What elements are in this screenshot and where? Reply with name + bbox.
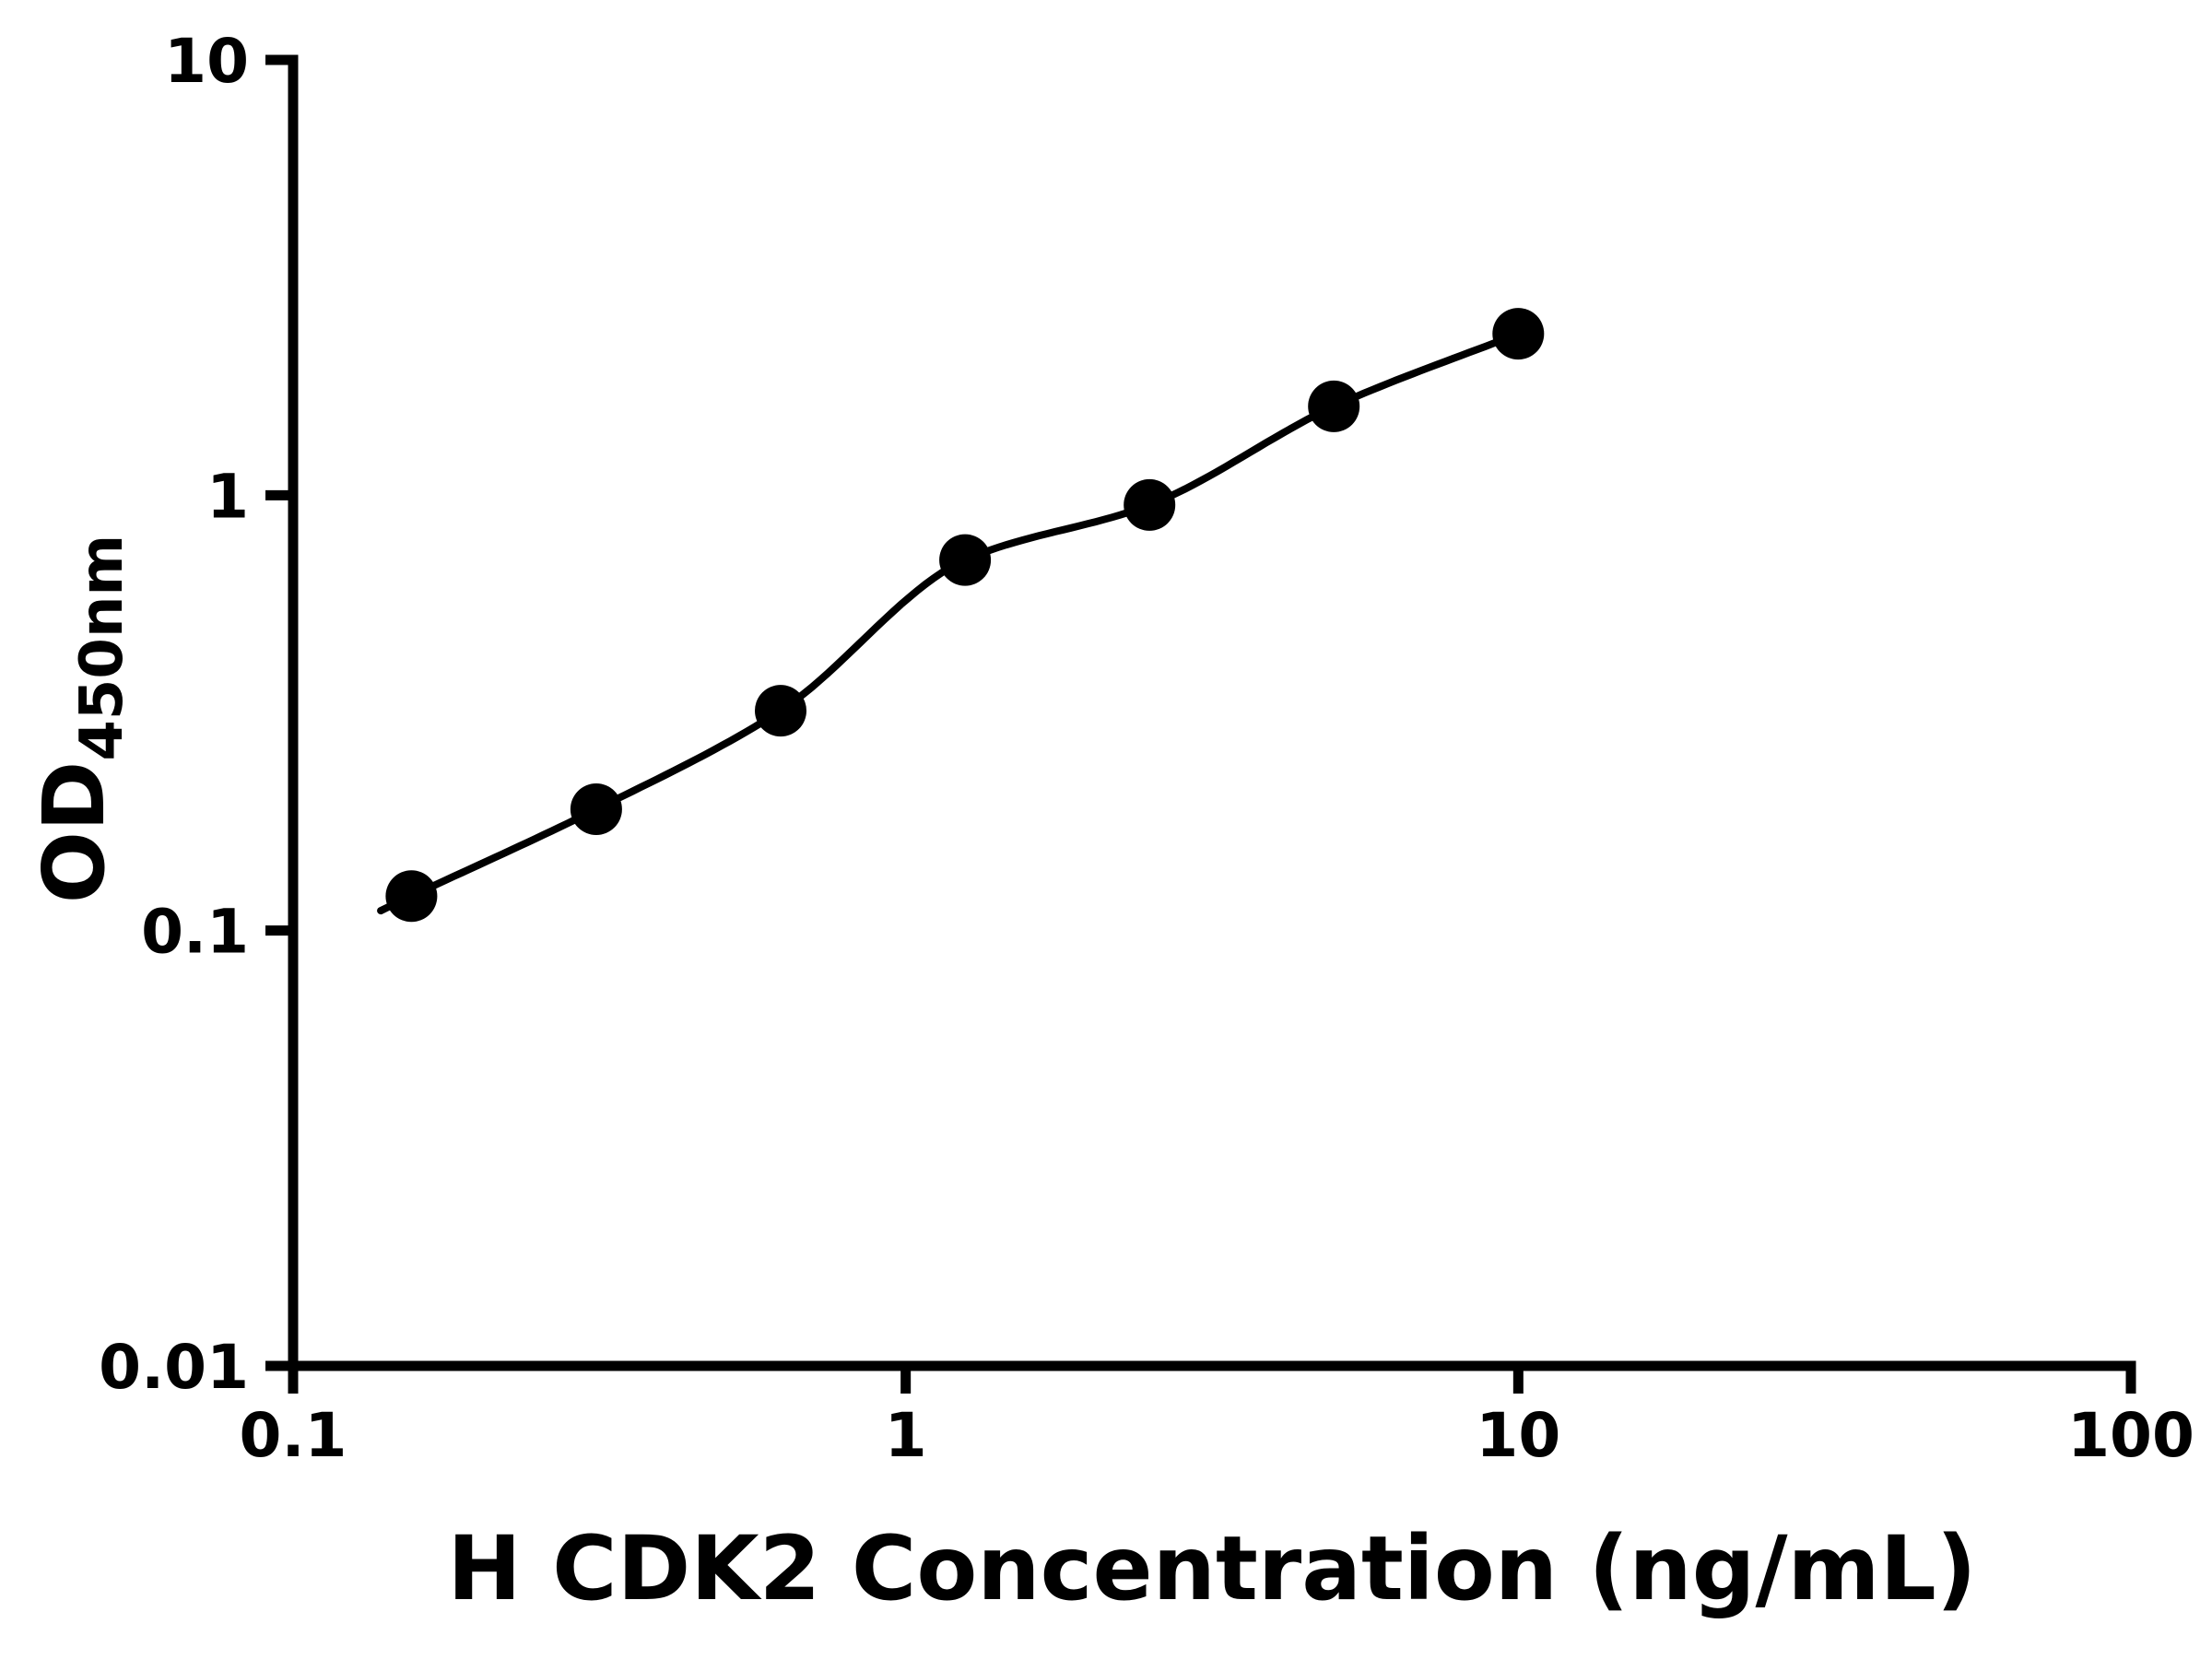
y-tick-label: 0.01 <box>99 1332 249 1403</box>
data-point <box>755 685 806 737</box>
y-tick-label: 0.1 <box>141 897 249 968</box>
x-tick-label: 10 <box>1476 1400 1560 1471</box>
data-point <box>1308 380 1360 432</box>
data-point <box>1492 308 1545 360</box>
data-point <box>939 534 992 586</box>
x-tick-label: 0.1 <box>240 1400 347 1471</box>
y-axis-title: OD450nm <box>25 535 136 903</box>
y-axis-title-subscript: 450nm <box>68 535 136 761</box>
axes <box>288 54 2136 1371</box>
data-point <box>385 870 438 923</box>
x-tick-label: 100 <box>2067 1400 2194 1471</box>
y-axis-title-main: OD <box>25 761 124 904</box>
y-tick-label: 1 <box>206 461 249 532</box>
x-tick-label: 1 <box>885 1400 927 1471</box>
x-axis-title: H CDK2 Concentration (ng/mL) <box>447 1517 1976 1620</box>
data-point <box>570 783 622 835</box>
y-tick-label: 10 <box>164 26 249 97</box>
data-point <box>1124 478 1176 531</box>
